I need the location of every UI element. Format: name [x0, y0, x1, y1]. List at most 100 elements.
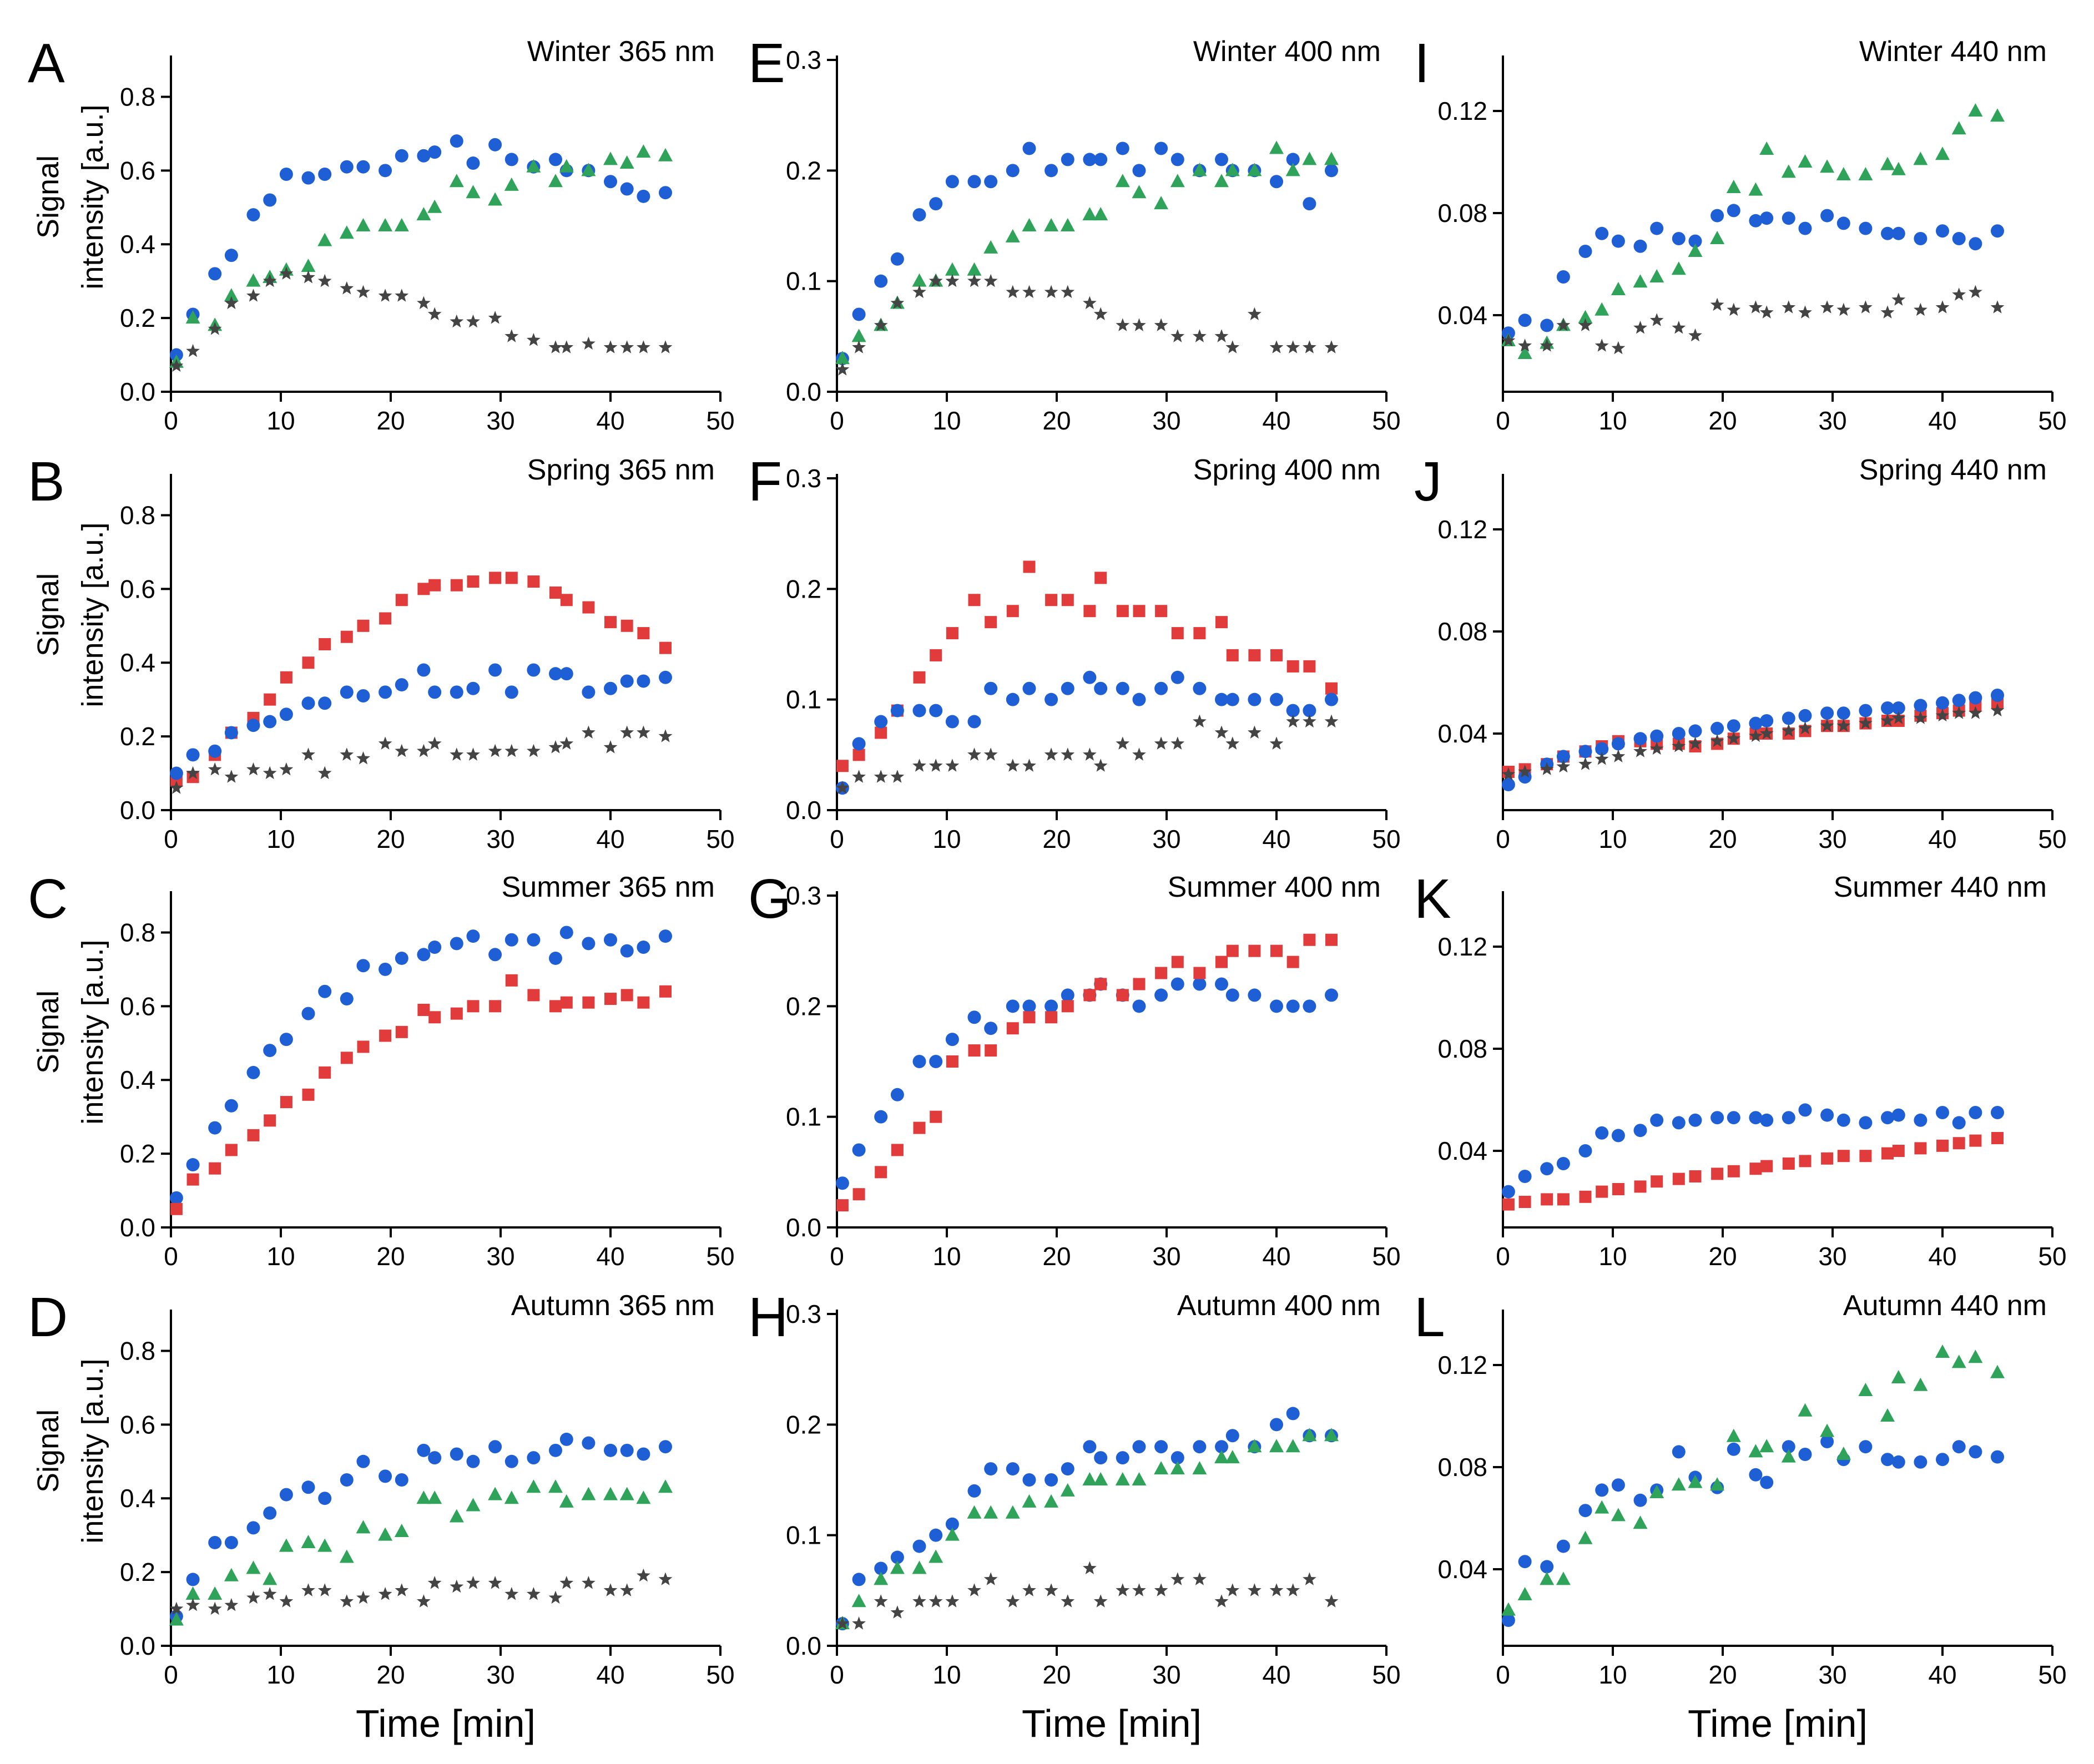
series-blue [169, 134, 672, 362]
data-point [450, 579, 463, 592]
data-point [874, 1110, 888, 1124]
data-point [875, 1166, 887, 1179]
data-point [527, 575, 540, 588]
data-point [1595, 1126, 1609, 1140]
data-point [929, 274, 943, 287]
data-point [1710, 1477, 1725, 1491]
data-point [1286, 153, 1300, 166]
data-point [1044, 285, 1058, 299]
data-point [427, 199, 442, 213]
series-blue [1501, 204, 2004, 340]
panel-letter: F [748, 451, 782, 513]
data-point [1325, 164, 1338, 178]
data-point [504, 153, 518, 166]
data-point [1749, 1111, 1763, 1125]
data-point [466, 747, 480, 761]
data-point [1116, 1451, 1129, 1465]
data-point [417, 296, 431, 310]
data-point [1689, 1170, 1702, 1182]
data-point [1094, 153, 1108, 166]
data-point [912, 1539, 926, 1553]
data-point [1760, 1113, 1774, 1127]
data-point [427, 1490, 442, 1504]
data-point [1044, 747, 1058, 761]
data-point [1969, 1134, 1982, 1147]
data-point [378, 1587, 392, 1600]
data-point [488, 311, 502, 324]
data-point [1193, 714, 1207, 728]
data-point [317, 232, 332, 246]
data-point [620, 674, 634, 688]
panel-letter: C [28, 868, 68, 930]
panel-title: Summer 440 nm [1834, 871, 2047, 903]
data-point [1192, 163, 1207, 176]
svg-text:intensity [a.u.]: intensity [a.u.] [76, 104, 109, 289]
data-point [1881, 701, 1894, 715]
data-point [930, 1110, 942, 1123]
y-tick-label: 0.0 [120, 1631, 155, 1660]
data-point [340, 281, 354, 295]
data-point [279, 266, 294, 280]
data-point [637, 941, 650, 954]
data-point [1171, 627, 1184, 640]
data-point [1759, 726, 1774, 740]
data-point [1154, 1583, 1168, 1596]
data-point [1880, 1408, 1895, 1422]
data-point [1116, 989, 1129, 1002]
panel-L: 0 10 20 30 40 50 0.04 0.08 0.12 L Autumn 440 nm [1414, 1286, 2067, 1689]
data-point [1633, 274, 1648, 288]
x-tick-label: 0 [164, 1660, 178, 1689]
panel-letter: L [1414, 1286, 1445, 1348]
data-point [301, 1007, 315, 1020]
data-point [379, 1469, 392, 1483]
y-tick-label: 0.12 [1437, 932, 1487, 961]
x-tick-label: 50 [1372, 1242, 1400, 1271]
data-point [1726, 1428, 1741, 1442]
data-point [1518, 1555, 1532, 1569]
data-point [1171, 956, 1184, 968]
y-tick-label: 0.6 [120, 574, 155, 603]
data-point [1913, 151, 1928, 165]
data-point [1633, 744, 1647, 757]
panel-letter: K [1414, 868, 1451, 930]
data-point [604, 681, 617, 695]
data-point [1952, 287, 1966, 301]
data-point [1914, 711, 1928, 724]
data-point [301, 1583, 315, 1596]
data-point [984, 681, 998, 695]
data-point [224, 1099, 238, 1113]
data-point [1556, 270, 1570, 284]
data-point [835, 781, 850, 794]
y-tick-label: 0.8 [120, 918, 155, 947]
data-point [1006, 605, 1019, 618]
data-point [340, 685, 354, 699]
data-point [395, 594, 408, 606]
data-point [1518, 1196, 1531, 1208]
data-point [1303, 340, 1316, 353]
data-point [1672, 1172, 1685, 1185]
data-point [1748, 182, 1763, 196]
x-tick-label: 10 [266, 1242, 295, 1271]
data-point [851, 1594, 866, 1608]
data-point [1820, 706, 1834, 720]
data-point [1286, 714, 1300, 728]
data-point [1225, 163, 1240, 176]
data-point [984, 1462, 998, 1476]
data-point [1286, 999, 1300, 1013]
panel-title: Summer 365 nm [502, 871, 715, 903]
data-point [379, 962, 392, 976]
data-point [1649, 269, 1664, 282]
data-point [874, 1561, 888, 1575]
x-tick-label: 50 [1372, 1660, 1400, 1689]
data-point [1045, 164, 1058, 178]
data-point [1324, 151, 1339, 165]
data-point [890, 1550, 904, 1564]
data-point [527, 933, 541, 947]
data-point [851, 328, 866, 342]
y-tick-label: 0.1 [786, 267, 821, 296]
y-tick-label: 0.0 [786, 796, 821, 825]
data-point [169, 781, 184, 794]
data-point [1727, 1442, 1740, 1456]
data-point [549, 951, 562, 965]
data-point [416, 1490, 431, 1504]
